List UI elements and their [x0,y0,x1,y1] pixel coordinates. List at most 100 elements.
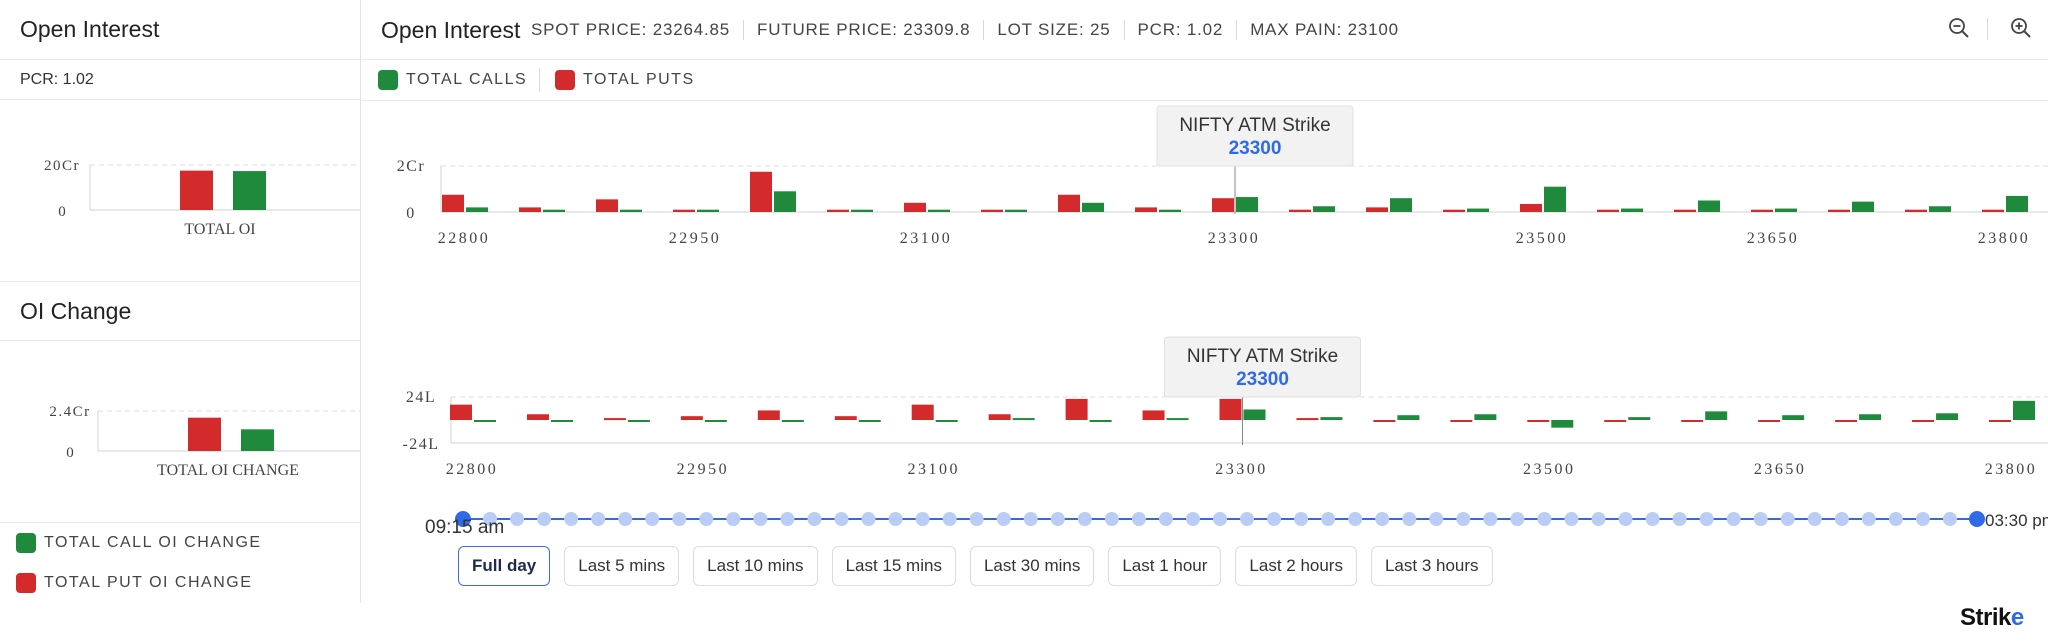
call-bar [1166,418,1189,421]
atm-tooltip-title: NIFTY ATM Strike [1179,115,1330,136]
divider [0,522,360,523]
future-price: FUTURE PRICE: 23309.8 [743,20,983,40]
slider-tick [1780,512,1795,526]
call-bar [1243,409,1266,420]
call-bar [241,429,274,451]
slider-tick [1456,512,1471,526]
put-bar [180,170,213,210]
slider-tick [780,512,795,526]
divider [0,281,360,282]
slider-tick [1023,512,1038,526]
y-tick-label: 2Cr [397,158,426,175]
divider [0,59,360,60]
slider-tick [1834,512,1849,526]
call-bar [1698,200,1720,212]
call-bar [543,209,565,212]
slider-tick [1888,512,1903,526]
call-bar [935,420,958,422]
range-button-last-1-hour[interactable]: Last 1 hour [1108,546,1222,586]
legend-put-oi-change[interactable]: TOTAL PUT OI CHANGE [16,573,252,593]
slider-tick [807,512,822,526]
slider-tick [969,512,984,526]
chart-legend: TOTAL CALLS TOTAL PUTS [361,60,2048,101]
put-bar [442,194,464,212]
put-bar [1520,203,1542,212]
y-tick-label: 24L [406,389,436,406]
put-swatch [555,70,575,90]
range-button-last-30-mins[interactable]: Last 30 mins [969,546,1095,586]
call-bar [1012,418,1035,421]
slider-tick [1348,512,1363,526]
x-tick-label: 22950 [677,461,730,478]
x-tick-label: TOTAL OI CHANGE [157,462,299,479]
call-bar [1474,414,1497,420]
range-button-last-2-hours[interactable]: Last 2 hours [1235,546,1357,586]
slider-tick [1807,512,1822,526]
range-button-last-15-mins[interactable]: Last 15 mins [831,546,956,586]
call-bar [1782,415,1805,420]
slider-tick [1375,512,1390,526]
call-bar [1628,417,1651,420]
range-button-last-5-mins[interactable]: Last 5 mins [564,546,680,586]
put-bar [834,416,857,420]
atm-tooltip [1164,336,1361,398]
call-swatch [16,533,36,553]
divider [0,99,360,100]
divider [0,340,360,341]
slider-tick [1726,512,1741,526]
put-bar [603,418,626,421]
slider-tick [1050,512,1065,526]
call-bar [697,209,719,212]
panel-title-oi-change: OI Change [20,298,132,324]
zoom-in-icon[interactable] [2009,16,2033,40]
pcr-stat: PCR: 1.02 [1123,20,1237,40]
slider-tick [915,512,930,526]
slider-tick [888,512,903,526]
x-tick-label: 23800 [1985,461,2038,478]
put-bar [1219,398,1242,420]
call-bar [1089,420,1112,422]
range-button-last-10-mins[interactable]: Last 10 mins [693,546,818,586]
legend-call-oi-change[interactable]: TOTAL CALL OI CHANGE [16,533,262,553]
slider-tick [753,512,768,526]
legend-label: TOTAL CALL OI CHANGE [44,534,262,551]
call-swatch [378,70,398,90]
put-bar [1527,420,1550,422]
put-bar [750,171,772,212]
legend-label: TOTAL CALLS [406,71,528,88]
slider-tick [537,512,552,526]
legend-total-puts[interactable]: TOTAL PUTS [555,70,695,90]
put-bar [188,417,221,451]
slider-handle[interactable] [1969,511,1985,527]
legend-total-calls[interactable]: TOTAL CALLS [378,70,527,90]
slider-tick [1158,512,1173,526]
slider-tick [996,512,1011,526]
slider-tick [699,512,714,526]
call-bar [1082,202,1104,212]
slider-tick [1915,512,1930,526]
y-tick-label: 0 [406,205,416,222]
strike-oi-chart: 2Cr 0 22800 22950 23100 23300 23500 23650 23800 N… [397,105,2048,247]
put-bar [1751,209,1773,212]
slider-tick [564,512,579,526]
range-button-full-day[interactable]: Full day [458,546,551,586]
put-bar [1065,398,1088,420]
slider-tick [1672,512,1687,526]
slider-tick [1240,512,1255,526]
zoom-out-icon[interactable] [1947,16,1971,40]
put-bar [1758,420,1781,422]
put-bar [1142,410,1165,420]
slider-tick [1131,512,1146,526]
range-button-last-3-hours[interactable]: Last 3 hours [1370,546,1493,586]
put-bar [1450,420,1473,422]
call-bar [1775,208,1797,212]
divider [1987,18,1988,40]
y-tick-label: 2.4Cr [49,404,90,420]
call-bar [2006,195,2028,212]
call-bar [550,420,573,422]
y-tick-label: 0 [66,445,74,461]
lot-size: LOT SIZE: 25 [983,20,1123,40]
divider [539,68,540,92]
atm-tooltip-value: 23300 [1229,138,1282,159]
y-tick-label: 0 [58,204,66,220]
